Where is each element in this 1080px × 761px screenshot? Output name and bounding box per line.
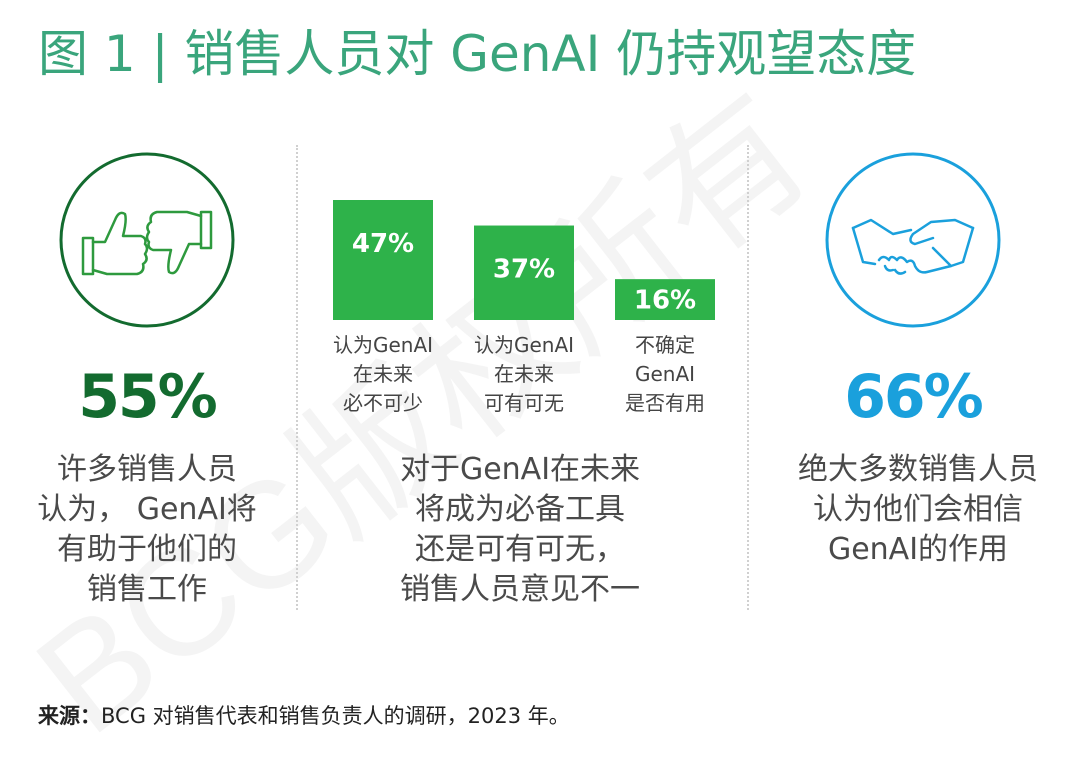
right-percent: 66%: [844, 362, 984, 432]
bar-value-label: 37%: [493, 255, 555, 285]
source-note: 来源：BCG 对销售代表和销售负责人的调研，2023 年。: [38, 700, 570, 730]
category-label: 在未来: [353, 362, 413, 386]
right-description: 绝大多数销售人员 认为他们会相信 GenAI的作用: [798, 452, 1038, 567]
bar-value-label: 16%: [634, 286, 696, 316]
source-text: BCG 对销售代表和销售负责人的调研，2023 年。: [101, 704, 570, 728]
divider-right: [747, 145, 749, 610]
left-percent: 55%: [78, 362, 218, 432]
category-label: 可有可无: [484, 391, 564, 415]
bar-3: [615, 279, 715, 320]
thumbs-up-down-icon: [59, 152, 235, 328]
middle-description: 对于GenAI在未来 将成为必备工具 还是可有可无， 销售人员意见不一: [399, 452, 641, 607]
category-label: 在未来: [494, 362, 554, 386]
category-label: 必不可少: [343, 391, 423, 415]
bar-value-label: 47%: [352, 229, 414, 259]
category-label: GenAI: [635, 362, 695, 386]
left-description: 许多销售人员 认为， GenAI将 有助于他们的 销售工作: [37, 452, 257, 607]
category-label: 不确定: [635, 333, 695, 357]
category-label: 认为GenAI: [333, 333, 433, 357]
handshake-icon: [825, 152, 1001, 328]
divider-left: [296, 145, 298, 610]
bar-1: [333, 200, 433, 320]
source-label: 来源：: [38, 704, 101, 728]
page-title: 图 1 | 销售人员对 GenAI 仍持观望态度: [38, 25, 917, 83]
category-label: 认为GenAI: [474, 333, 574, 357]
bar-2: [474, 225, 574, 320]
category-label: 是否有用: [625, 391, 705, 415]
